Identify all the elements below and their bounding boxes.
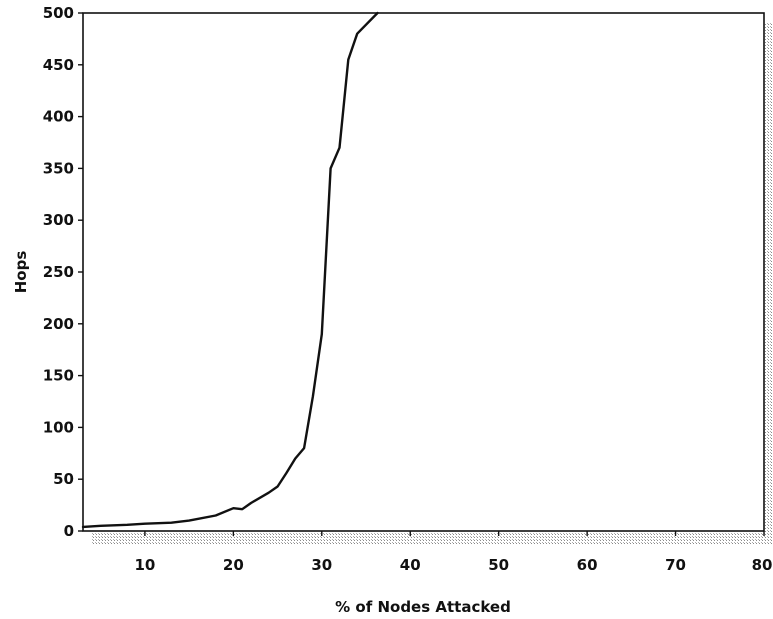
y-tick-label: 350 [43,159,74,177]
y-axis-ticks: 0 50 100 150 200 250 300 350 400 450 500 [43,4,83,540]
x-tick-label: 10 [134,556,155,574]
plot-shadow-right [765,22,773,542]
y-tick-label: 50 [53,470,74,488]
x-tick-label: 80 [752,556,773,574]
x-tick-label: 60 [577,556,598,574]
x-tick-label: 50 [488,556,509,574]
plot-area [82,12,765,532]
y-tick-label: 100 [43,418,74,436]
series-layer [81,11,379,529]
y-tick-label: 450 [43,56,74,74]
x-tick-label: 20 [223,556,244,574]
x-tick-label: 40 [400,556,421,574]
y-tick-label: 250 [43,263,74,281]
y-tick-label: 300 [43,211,74,229]
y-tick-label: 150 [43,367,74,385]
y-tick-label: 200 [43,315,74,333]
y-tick-label: 500 [43,4,74,22]
x-axis-ticks: 10 20 30 40 50 60 70 80 [134,531,772,574]
x-tick-label: 30 [311,556,332,574]
x-tick-label: 70 [665,556,686,574]
plot-shadow-bottom [92,533,773,544]
x-axis-title: % of Nodes Attacked [335,598,511,616]
y-tick-label: 0 [64,522,74,540]
series-line [81,11,379,529]
y-tick-label: 400 [43,108,74,126]
y-axis-title: Hops [12,251,30,294]
